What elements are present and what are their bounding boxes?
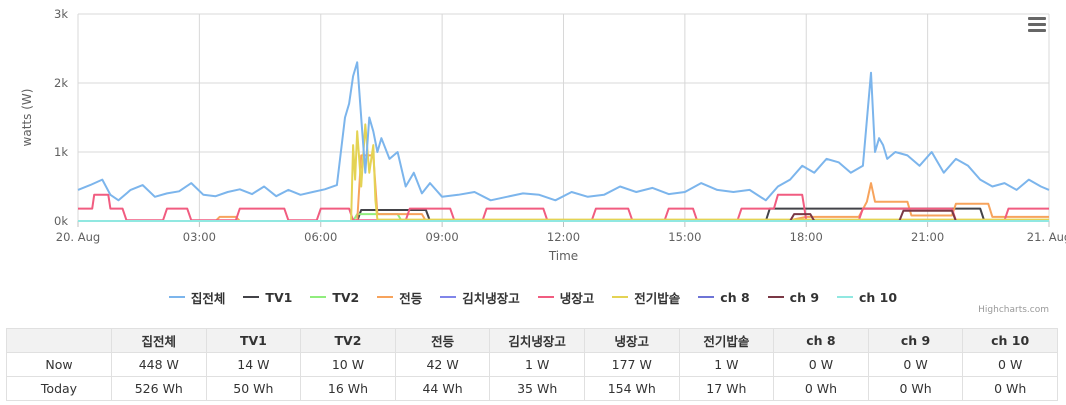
legend-swatch (767, 296, 784, 298)
legend-item[interactable]: ch 9 (767, 289, 820, 305)
legend-item[interactable]: ch 10 (837, 290, 897, 305)
line-chart: 0k 1k 2k 3k 20. Aug 03:00 06:00 09:00 12:00 15:00… (20, 7, 1066, 263)
legend-swatch (837, 296, 854, 298)
table-cell: 50 Wh (205, 376, 302, 401)
hamburger-menu-icon[interactable] (1024, 14, 1050, 38)
legend-swatch (310, 296, 327, 298)
table-cell: 14 W (205, 352, 302, 377)
table-header-cell: ch 8 (773, 328, 869, 353)
legend-label: ch 8 (720, 289, 750, 305)
legend-item[interactable]: 전등 (377, 288, 422, 307)
table-cell: 448 W (111, 352, 207, 377)
row-label: Today (6, 376, 112, 401)
y-tick-label: 3k (54, 7, 68, 21)
legend-swatch (612, 296, 629, 298)
x-tick-label: 06:00 (304, 230, 337, 244)
table-cell: 0 Wh (962, 376, 1058, 401)
table-header-cell: ch 10 (962, 328, 1058, 353)
table-header-row: 집전체 TV1 TV2 전등 김치냉장고 냉장고 전기밥솥 ch 8 ch 9 ch 10 (6, 328, 1058, 353)
table-cell: 0 Wh (867, 376, 964, 401)
table-header-cell: 전기밥솥 (678, 328, 775, 353)
table-header-cell: 김치냉장고 (489, 328, 585, 353)
legend-label: ch 10 (859, 289, 898, 305)
legend-item[interactable]: TV2 (310, 290, 359, 305)
table-header-cell (6, 328, 112, 353)
table-header-cell: TV2 (300, 328, 396, 353)
legend-label: TV1 (265, 289, 293, 305)
table-cell: 16 Wh (300, 376, 396, 401)
table-cell: 10 W (300, 352, 396, 377)
table-cell: 0 W (773, 352, 869, 377)
table-cell: 1 W (678, 352, 775, 377)
legend-label: 전기밥솥 (634, 290, 681, 306)
x-tick-label: 03:00 (183, 230, 216, 244)
x-tick-label: 15:00 (668, 230, 701, 244)
series-line-5 (78, 193, 1049, 222)
table-cell: 17 Wh (678, 376, 775, 401)
legend-item[interactable]: 김치냉장고 (440, 288, 520, 307)
table-cell: 526 Wh (111, 376, 207, 401)
legend-label: 전등 (399, 290, 423, 306)
chart-legend: 집전체 TV1 TV2 전등 김치냉장고 냉장고 전기밥솥 ch 8 ch 9 ch 10 (0, 287, 1066, 307)
legend-item[interactable]: 집전체 (168, 288, 226, 307)
legend-item[interactable]: TV1 (243, 290, 292, 305)
table-cell: 0 W (867, 352, 964, 377)
table-header-cell: 냉장고 (583, 328, 680, 353)
legend-label: TV2 (332, 289, 360, 305)
table-cell: 44 Wh (394, 376, 491, 401)
legend-label: 냉장고 (559, 290, 595, 306)
legend-item[interactable]: 냉장고 (537, 288, 595, 307)
table-cell: 42 W (394, 352, 491, 377)
table-cell: 177 W (583, 352, 680, 377)
y-tick-label: 0k (54, 214, 68, 228)
row-label: Now (6, 352, 112, 377)
y-axis-title: watts (W) (20, 89, 34, 147)
legend-item[interactable]: 전기밥솥 (612, 288, 680, 307)
summary-table: 집전체 TV1 TV2 전등 김치냉장고 냉장고 전기밥솥 ch 8 ch 9 ch 10 Now… (6, 328, 1058, 401)
table-cell: 154 Wh (583, 376, 680, 401)
table-header-cell: TV1 (205, 328, 302, 353)
y-tick-label: 1k (54, 145, 68, 159)
legend-swatch (377, 296, 394, 298)
table-header-cell: ch 9 (867, 328, 964, 353)
legend-swatch (440, 296, 457, 298)
legend-item[interactable]: ch 8 (698, 289, 750, 305)
highcharts-credits-link[interactable]: Highcharts.com (978, 305, 1049, 315)
table-cell: 0 W (962, 352, 1058, 377)
x-tick-label: 18:00 (790, 230, 823, 244)
x-tick-label: 21:00 (911, 230, 944, 244)
table-row: Today 526 Wh 50 Wh 16 Wh 44 Wh 35 Wh 154 Wh 17 … (6, 376, 1058, 401)
table-header-cell: 전등 (394, 328, 491, 353)
legend-label: 김치냉장고 (462, 290, 520, 306)
x-tick-label: 21. Aug (1027, 230, 1066, 244)
table-cell: 0 Wh (773, 376, 869, 401)
y-tick-label: 2k (54, 76, 68, 90)
x-tick-label: 12:00 (547, 230, 580, 244)
legend-label: ch 9 (789, 289, 820, 305)
table-cell: 1 W (489, 352, 585, 377)
x-tick-label: 20. Aug (56, 230, 100, 244)
x-tick-label: 09:00 (426, 230, 459, 244)
legend-swatch (243, 296, 260, 298)
legend-swatch (698, 296, 715, 298)
legend-label: 집전체 (190, 290, 226, 306)
legend-swatch (537, 296, 554, 298)
series-line-0 (77, 61, 1050, 202)
table-cell: 35 Wh (489, 376, 585, 401)
legend-swatch (168, 296, 185, 298)
x-axis-title: Time (548, 249, 578, 263)
table-header-cell: 집전체 (111, 328, 207, 353)
